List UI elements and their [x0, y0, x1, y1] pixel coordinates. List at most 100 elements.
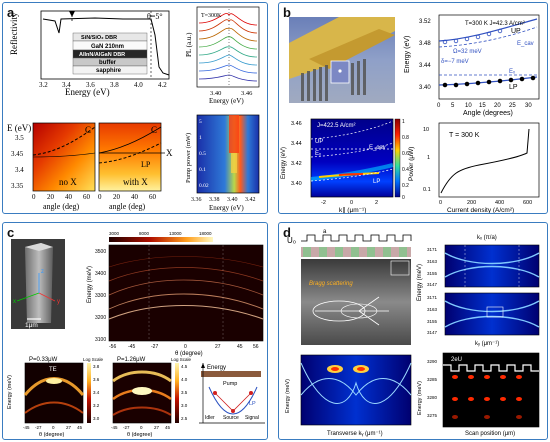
- kspace-map: [310, 118, 401, 198]
- stack-layer-1: SiN/SiO₂ DBR: [81, 35, 117, 41]
- panel-label-b: b: [283, 5, 291, 20]
- pump-power-map: [196, 114, 260, 194]
- d-tr-ytick: 3163: [427, 307, 438, 312]
- label-c: C: [85, 125, 91, 135]
- c-axis-x: x: [13, 299, 16, 305]
- label-c: C: [151, 125, 157, 135]
- d-band-maps: [444, 244, 540, 336]
- b-power-xtick: 0: [439, 200, 442, 206]
- device-micrograph: [289, 17, 395, 103]
- c-high-map: [112, 362, 179, 424]
- c-main-xtick: 45: [237, 344, 243, 350]
- dispersion-with-x: [98, 122, 165, 192]
- b-map-xtick: 0: [350, 200, 353, 206]
- c-main-xtick: 56: [253, 344, 259, 350]
- b-map-ylabel: Energy (eV): [281, 147, 287, 179]
- pl-xtick: 3.40: [210, 90, 221, 97]
- b-power-ytick: 0.1: [423, 187, 431, 193]
- b-ex-label: Eₓ: [509, 69, 515, 75]
- b-power-xlabel: Current density (A/cm²): [447, 207, 514, 214]
- c-high-scale: Log Scale: [171, 357, 192, 362]
- refl-xtick: 3.4: [62, 81, 71, 89]
- b-lp-label: LP: [509, 84, 518, 91]
- b-top-xtick: 5: [451, 103, 455, 109]
- b-top-xtick: 30: [525, 103, 532, 109]
- refl-ylabel: Reflectivity: [9, 12, 19, 55]
- d-energy-map: [300, 354, 412, 426]
- d-tr-ytick: 3155: [427, 271, 438, 276]
- b-top-xtick: 20: [494, 103, 501, 109]
- energy-angle-plot: [438, 14, 540, 100]
- c-main-cbar-tick: 8000: [139, 231, 150, 236]
- pl-xtick: 3.46: [241, 90, 253, 97]
- c-schem-signal: Signal: [245, 415, 259, 421]
- pump-ytick: 0.02: [199, 183, 209, 189]
- c-high-xtick: -27: [123, 425, 130, 430]
- b-cbar-tick: 0: [402, 195, 405, 201]
- power-current-plot: [438, 122, 540, 198]
- c-schem-idler: Idler: [205, 415, 215, 421]
- c-low-xtick: 0: [52, 425, 55, 430]
- b-top-ylabel: Energy (eV): [404, 36, 411, 73]
- grating-structure: U₀ a: [287, 229, 412, 345]
- b-top-xtick: 0: [437, 103, 441, 109]
- b-power-xtick: 400: [495, 200, 504, 206]
- c-main-ytick: 3200: [95, 315, 106, 321]
- c-low-map: [23, 362, 91, 424]
- disp-xtick: 40: [65, 193, 73, 201]
- c-low-xtick: 27: [66, 425, 72, 430]
- c-low-mode: TE: [49, 367, 57, 373]
- c-main-cbar-tick: 3000: [109, 231, 120, 236]
- b-cbar-tick: 0.4: [402, 167, 409, 173]
- pump-xtick: 3.36: [191, 197, 202, 203]
- b-delta: δ=−7 meV: [441, 59, 469, 65]
- c-axis-y: y: [57, 299, 60, 305]
- disp-xtick: 60: [149, 193, 157, 201]
- disp-ytick: 3.5: [15, 134, 24, 142]
- reflectivity-plot: [40, 10, 170, 80]
- c-main-xtick: 0: [184, 344, 187, 350]
- label-no-x: no X: [59, 177, 77, 187]
- b-map-lp: LP: [373, 179, 380, 185]
- c-high-xtick: 45: [165, 425, 171, 430]
- b-ecav-label: E_cav: [517, 41, 534, 47]
- c-low-cbar-tick: 3.6: [93, 377, 100, 382]
- disp-ytick: 3.4: [15, 166, 24, 174]
- disp-xlabel: angle (deg): [109, 202, 146, 211]
- c-high-title: P=1.26μW: [117, 357, 146, 363]
- pump-ytick: 1: [199, 135, 202, 141]
- refl-xlabel: Energy (eV): [65, 87, 110, 97]
- d-br-ylabel: Energy (meV): [417, 381, 423, 415]
- panel-a-graphics: Reflectivity Energy (eV) θ=5° SiN/SiO₂ D…: [7, 6, 260, 212]
- c-low-cbar-tick: 3.0: [93, 416, 100, 421]
- c-axis-z: z: [41, 269, 44, 275]
- c-schem-lp: LP: [249, 401, 256, 407]
- b-top-xtick: 25: [509, 103, 516, 109]
- refl-xtick: 3.2: [39, 81, 48, 89]
- c-schem-energy: Energy: [207, 365, 226, 371]
- pump-xtick: 3.40: [227, 197, 238, 203]
- c-schem-pump: Pump: [223, 381, 237, 387]
- panel-label-d: d: [283, 225, 291, 240]
- c-low-cbar-tick: 3.8: [93, 364, 100, 369]
- c-low-ylabel: Energy (meV): [7, 375, 13, 409]
- c-high-cbar-tick: 3.0: [181, 403, 188, 408]
- up-data-points: [442, 28, 503, 45]
- b-map-ecav: E_cav: [369, 145, 386, 151]
- panel-d-graphics: U₀ a Bragg scattering kₓ (π/a): [285, 229, 540, 437]
- c-main-ylabel: Energy (meV): [87, 266, 93, 303]
- c-main-xtick: 27: [215, 344, 221, 350]
- d-kx-bot: kᵧ (μm⁻¹): [475, 341, 499, 347]
- d-bl-xlabel: Transverse kᵧ (μm⁻¹): [327, 431, 383, 437]
- b-map-ytick: 3.42: [291, 161, 302, 167]
- d-tr-ytick: 3147: [427, 330, 438, 335]
- b-power-t: T = 300 K: [449, 132, 480, 139]
- b-top-ytick: 3.48: [419, 41, 431, 47]
- disp-ytick: 3.35: [11, 182, 24, 190]
- c-high-cbar-tick: 4.0: [181, 377, 188, 382]
- disp-xtick: 0: [98, 193, 102, 201]
- dispersion-no-x: [32, 122, 96, 192]
- b-map-xtick: -2: [321, 200, 326, 206]
- b-cbar-tick: 0.6: [402, 151, 409, 157]
- panel-label-a: a: [7, 5, 15, 20]
